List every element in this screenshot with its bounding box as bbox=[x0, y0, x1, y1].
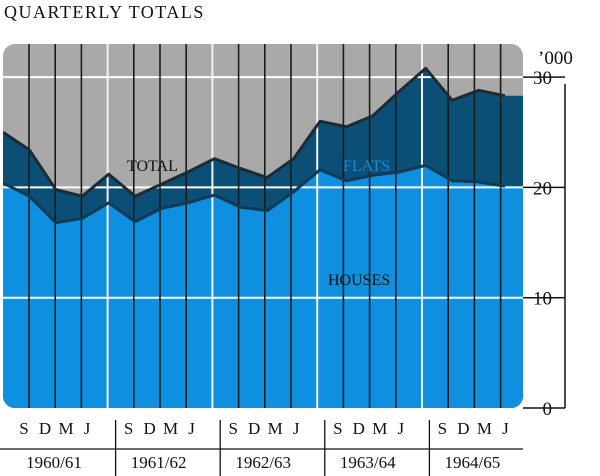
year-label: 1963/64 bbox=[340, 453, 396, 472]
plot-area bbox=[3, 44, 523, 408]
year-label: 1961/62 bbox=[131, 453, 187, 472]
quarter-tick-label: J bbox=[188, 419, 195, 438]
quarter-tick-label: S bbox=[333, 419, 342, 438]
quarter-tick-label: D bbox=[248, 419, 260, 438]
y-tick-label: 30 bbox=[533, 68, 552, 89]
quarter-tick-label: S bbox=[19, 419, 28, 438]
chart-title: QUARTERLY TOTALS bbox=[4, 2, 205, 22]
vertical-gridlines bbox=[28, 44, 502, 408]
y-axis: 0 10 20 30 bbox=[523, 68, 566, 420]
year-label: 1960/61 bbox=[26, 453, 82, 472]
quarter-tick-label: M bbox=[163, 419, 178, 438]
y-tick-label: 0 bbox=[543, 399, 553, 420]
total-line bbox=[3, 66, 506, 198]
series-label-flats: FLATS bbox=[343, 158, 390, 175]
quarter-tick-label: S bbox=[438, 419, 447, 438]
quarter-tick-label: J bbox=[502, 419, 509, 438]
quarter-tick-label: M bbox=[477, 419, 492, 438]
quarter-tick-label: M bbox=[372, 419, 387, 438]
quarter-tick-label: J bbox=[293, 419, 300, 438]
quarter-tick-label: J bbox=[84, 419, 91, 438]
quarter-tick-label: M bbox=[268, 419, 283, 438]
quarter-tick-label: D bbox=[143, 419, 155, 438]
houses-line bbox=[3, 163, 506, 225]
quarter-tick-label: D bbox=[39, 419, 51, 438]
quarter-tick-label: S bbox=[228, 419, 237, 438]
y-tick-label: 10 bbox=[533, 289, 552, 310]
y-axis-unit: ’000 bbox=[538, 48, 573, 69]
horizontal-gridlines bbox=[3, 76, 523, 299]
year-label: 1962/63 bbox=[235, 453, 291, 472]
year-label: 1964/65 bbox=[445, 453, 501, 472]
quarter-tick-label: D bbox=[457, 419, 469, 438]
quarter-tick-label: J bbox=[397, 419, 404, 438]
series-label-total: TOTAL bbox=[127, 158, 178, 175]
quarter-tick-label: S bbox=[124, 419, 133, 438]
quarter-tick-label: M bbox=[58, 419, 73, 438]
series-label-houses: HOUSES bbox=[328, 272, 390, 289]
y-tick-label: 20 bbox=[533, 178, 552, 199]
quarter-tick-label: D bbox=[353, 419, 365, 438]
